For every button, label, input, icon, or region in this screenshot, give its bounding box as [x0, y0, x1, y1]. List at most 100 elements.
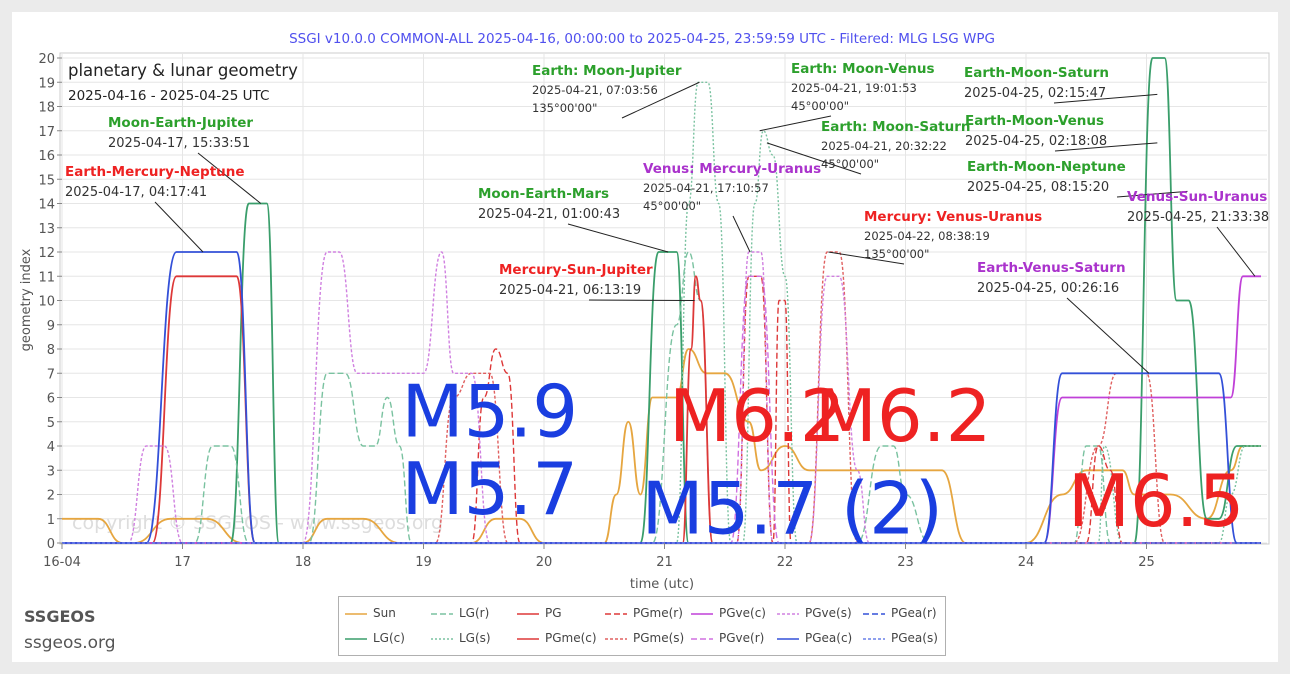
inset-title: planetary & lunar geometry	[68, 61, 298, 80]
magnitude-label-2: M6.2	[669, 374, 846, 458]
annotation-date: 2025-04-25, 02:18:08	[965, 134, 1107, 149]
annotation-title: Moon-Earth-Mars	[478, 186, 609, 202]
x-tick-label-7: 23	[897, 555, 914, 570]
legend-swatch	[691, 612, 713, 615]
y-tick-label-18: 18	[38, 101, 55, 116]
legend-item-pgea-c[interactable]: PGea(c)	[777, 631, 852, 645]
annotation-title: Earth-Mercury-Neptune	[65, 164, 245, 180]
legend-item-pgea-s[interactable]: PGea(s)	[863, 631, 938, 645]
annotation-7: Venus: Mercury-Uranus 2025-04-21, 17:10:5…	[643, 161, 821, 253]
annotation-title: Earth: Moon-Saturn	[821, 119, 971, 135]
annotation-9: Earth-Moon-Saturn 2025-04-25, 02:15:47	[964, 65, 1158, 104]
annotation-title: Mercury: Venus-Uranus	[864, 209, 1042, 225]
legend-swatch	[605, 637, 627, 640]
annotation-angle: 45°00'00"	[821, 157, 879, 171]
annotation-date: 2025-04-21, 01:00:43	[478, 207, 620, 222]
annotation-leader	[732, 215, 751, 253]
legend-label: LG(r)	[459, 606, 490, 620]
legend-item-pg[interactable]: PG	[517, 606, 562, 620]
legend-item-pgme-r[interactable]: PGme(r)	[605, 606, 683, 620]
legend-item-pgve-r[interactable]: PGve(r)	[691, 631, 764, 645]
annotation-leader	[588, 299, 695, 301]
annotation-angle: 45°00'00"	[791, 99, 849, 113]
y-tick-label-10: 10	[38, 295, 55, 310]
annotation-1: Earth-Mercury-Neptune 2025-04-17, 04:17:4…	[65, 164, 245, 253]
series-line-lg-s	[61, 81, 1261, 544]
legend-label: PGme(r)	[633, 606, 683, 620]
legend-item-pgve-c[interactable]: PGve(c)	[691, 606, 766, 620]
annotation-angle: 135°00'00"	[864, 247, 929, 261]
annotations: Moon-Earth-Jupiter 2025-04-17, 15:33:51 Ea…	[65, 61, 1269, 374]
brand-url[interactable]: ssgeos.org	[24, 633, 116, 653]
annotation-leader	[621, 81, 700, 119]
legend-swatch	[517, 612, 539, 615]
annotation-title: Mercury-Sun-Jupiter	[499, 262, 653, 278]
legend-item-lg-c[interactable]: LG(c)	[345, 631, 405, 645]
annotation-3: Mercury-Sun-Jupiter 2025-04-21, 06:13:19	[499, 262, 695, 301]
annotation-4: Earth: Moon-Jupiter 2025-04-21, 07:03:56 1…	[532, 63, 700, 119]
annotation-title: Moon-Earth-Jupiter	[108, 115, 253, 131]
annotation-date: 2025-04-25, 02:15:47	[964, 86, 1106, 101]
annotation-title: Earth-Moon-Neptune	[967, 159, 1126, 175]
legend-swatch	[431, 637, 453, 640]
annotation-13: Earth-Venus-Saturn 2025-04-25, 00:26:16	[977, 260, 1150, 374]
magnitude-label-3: M6.2	[815, 374, 992, 458]
legend-label: PGve(s)	[805, 606, 852, 620]
x-tick-label-6: 22	[777, 555, 794, 570]
legend-item-sun[interactable]: Sun	[345, 606, 396, 620]
legend-item-pgve-s[interactable]: PGve(s)	[777, 606, 852, 620]
annotation-leader	[1066, 297, 1150, 374]
legend-swatch	[777, 612, 799, 615]
magnitude-label-0: M5.9	[401, 369, 578, 453]
watermark: copyright © SSGEOS - www.ssgeos.org	[72, 512, 443, 534]
legend-item-lg-r[interactable]: LG(r)	[431, 606, 489, 620]
y-tick-label-0: 0	[47, 537, 55, 552]
magnitude-label-1: M5.7	[401, 447, 578, 531]
annotation-0: Moon-Earth-Jupiter 2025-04-17, 15:33:51	[108, 115, 262, 204]
x-axis-label: time (utc)	[630, 577, 694, 592]
annotation-leader	[1054, 142, 1158, 152]
x-tick-label-4: 20	[536, 555, 553, 570]
legend-item-lg-s[interactable]: LG(s)	[431, 631, 491, 645]
annotation-date: 2025-04-22, 08:38:19	[864, 229, 990, 243]
annotation-date: 2025-04-21, 19:01:53	[791, 81, 917, 95]
magnitude-labels: M5.9M5.7 M6.2M6.2M5.7 (2) M6.5	[401, 369, 1244, 550]
chart-title: SSGI v10.0.0 COMMON-ALL 2025-04-16, 00:0…	[289, 31, 995, 47]
brand-name: SSGEOS	[24, 607, 96, 626]
annotation-date: 2025-04-21, 06:13:19	[499, 283, 641, 298]
magnitude-label-4: M5.7 (2)	[641, 466, 943, 550]
x-tick-label-5: 21	[656, 555, 673, 570]
x-tick-label-1: 17	[174, 555, 191, 570]
x-tick-label-9: 25	[1138, 555, 1155, 570]
y-tick-label-1: 1	[47, 513, 55, 528]
annotation-date: 2025-04-21, 07:03:56	[532, 83, 658, 97]
annotation-leader	[1053, 93, 1158, 104]
legend-swatch	[863, 612, 885, 615]
annotation-date: 2025-04-21, 20:32:22	[821, 139, 947, 153]
y-tick-label-12: 12	[38, 246, 55, 261]
legend-item-pgme-s[interactable]: PGme(s)	[605, 631, 684, 645]
inset-subtitle: 2025-04-16 - 2025-04-25 UTC	[68, 88, 269, 104]
annotation-angle: 45°00'00"	[643, 199, 701, 213]
y-tick-label-3: 3	[47, 464, 55, 479]
annotation-leader	[828, 251, 905, 265]
magnitude-label-5: M6.5	[1068, 459, 1245, 543]
annotation-date: 2025-04-25, 08:15:20	[967, 180, 1109, 195]
annotation-title: Venus-Sun-Uranus	[1127, 189, 1267, 205]
annotation-date: 2025-04-17, 15:33:51	[108, 136, 250, 151]
y-tick-label-11: 11	[38, 270, 55, 285]
x-tick-label-2: 18	[295, 555, 312, 570]
legend: Sun LG(c) LG(r) LG(s) PG PGme(c) PGme(r) PGme(s…	[338, 596, 946, 656]
legend-item-pgea-r[interactable]: PGea(r)	[863, 606, 937, 620]
annotation-leader	[759, 115, 832, 132]
annotation-12: Venus-Sun-Uranus 2025-04-25, 21:33:38	[1127, 189, 1269, 277]
series-layer	[61, 57, 1261, 544]
series-line-pgve-r	[61, 275, 1261, 544]
annotation-title: Venus: Mercury-Uranus	[643, 161, 821, 177]
annotation-leader	[1116, 190, 1188, 198]
legend-label: PGme(s)	[633, 631, 685, 645]
x-tick-label-8: 24	[1018, 555, 1035, 570]
legend-item-pgme-c[interactable]: PGme(c)	[517, 631, 597, 645]
annotation-11: Earth-Moon-Neptune 2025-04-25, 08:15:20	[967, 159, 1188, 198]
